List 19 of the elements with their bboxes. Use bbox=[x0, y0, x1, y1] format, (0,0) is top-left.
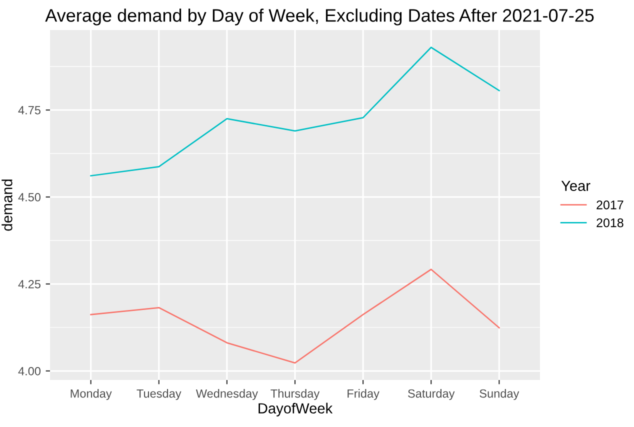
line-series bbox=[90, 268, 500, 364]
x-axis-title: DayofWeek bbox=[258, 402, 333, 416]
legend-label: 2017 bbox=[596, 200, 624, 210]
y-tick-label: 4.50 bbox=[18, 193, 41, 202]
x-tick-label: Sunday bbox=[480, 389, 520, 400]
x-tick-label: Tuesday bbox=[136, 389, 182, 400]
legend-title: Year bbox=[561, 180, 590, 192]
y-tick-label: 4.75 bbox=[18, 106, 40, 114]
x-tick-label: Monday bbox=[70, 389, 112, 400]
y-axis-title: demand bbox=[2, 180, 12, 231]
x-tick-label: Wednesday bbox=[196, 389, 258, 400]
line-series bbox=[90, 46, 500, 176]
y-tick-label: 4.25 bbox=[18, 280, 40, 288]
x-tick-label: Thursday bbox=[270, 389, 320, 400]
legend-label: 2018 bbox=[596, 218, 624, 228]
y-tick-label: 4.00 bbox=[18, 366, 41, 376]
x-tick-label: Friday bbox=[348, 389, 380, 400]
x-tick-label: Saturday bbox=[408, 389, 455, 400]
chart-title: Average demand by Day of Week, Excluding Dates After 2021-07-25 bbox=[45, 8, 594, 26]
